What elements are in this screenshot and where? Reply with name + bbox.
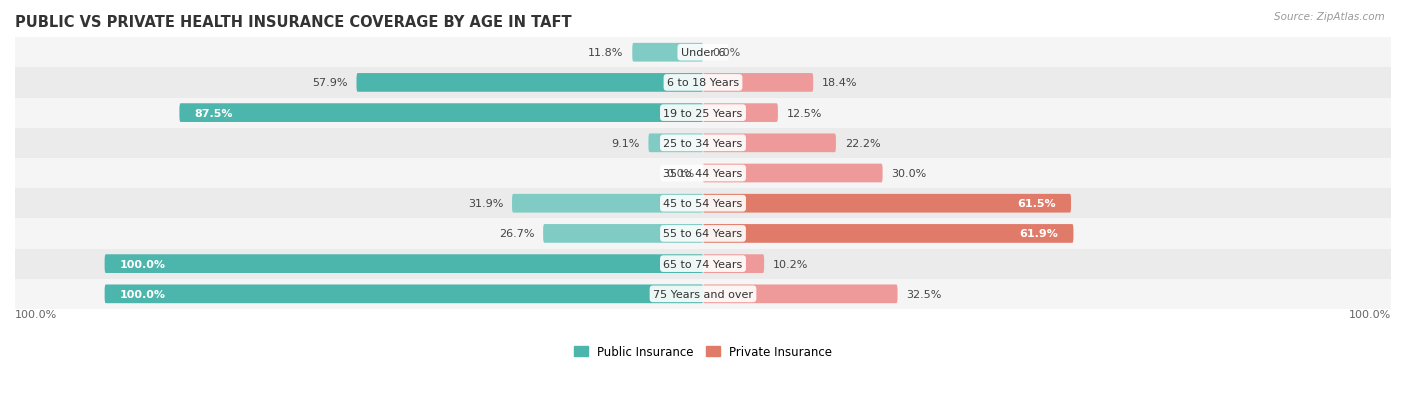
FancyBboxPatch shape xyxy=(512,195,703,213)
FancyBboxPatch shape xyxy=(15,68,1391,98)
Text: 10.2%: 10.2% xyxy=(773,259,808,269)
Text: 19 to 25 Years: 19 to 25 Years xyxy=(664,108,742,119)
Text: 35 to 44 Years: 35 to 44 Years xyxy=(664,169,742,178)
Text: 25 to 34 Years: 25 to 34 Years xyxy=(664,138,742,148)
Text: 0.0%: 0.0% xyxy=(711,48,740,58)
FancyBboxPatch shape xyxy=(15,189,1391,219)
FancyBboxPatch shape xyxy=(357,74,703,93)
Text: 100.0%: 100.0% xyxy=(15,309,58,319)
Text: 12.5%: 12.5% xyxy=(787,108,823,119)
FancyBboxPatch shape xyxy=(15,38,1391,68)
Text: 87.5%: 87.5% xyxy=(194,108,233,119)
Text: PUBLIC VS PRIVATE HEALTH INSURANCE COVERAGE BY AGE IN TAFT: PUBLIC VS PRIVATE HEALTH INSURANCE COVER… xyxy=(15,15,572,30)
FancyBboxPatch shape xyxy=(703,134,837,153)
Text: 30.0%: 30.0% xyxy=(891,169,927,178)
FancyBboxPatch shape xyxy=(703,255,763,273)
FancyBboxPatch shape xyxy=(15,159,1391,189)
Text: 65 to 74 Years: 65 to 74 Years xyxy=(664,259,742,269)
Text: 26.7%: 26.7% xyxy=(499,229,534,239)
Text: 22.2%: 22.2% xyxy=(845,138,880,148)
FancyBboxPatch shape xyxy=(104,255,703,273)
FancyBboxPatch shape xyxy=(648,134,703,153)
FancyBboxPatch shape xyxy=(703,164,883,183)
FancyBboxPatch shape xyxy=(15,219,1391,249)
Text: 61.5%: 61.5% xyxy=(1018,199,1056,209)
Text: 31.9%: 31.9% xyxy=(468,199,503,209)
FancyBboxPatch shape xyxy=(543,225,703,243)
FancyBboxPatch shape xyxy=(703,225,1073,243)
Text: 55 to 64 Years: 55 to 64 Years xyxy=(664,229,742,239)
Text: 100.0%: 100.0% xyxy=(1348,309,1391,319)
Text: 45 to 54 Years: 45 to 54 Years xyxy=(664,199,742,209)
FancyBboxPatch shape xyxy=(15,279,1391,309)
Text: 18.4%: 18.4% xyxy=(823,78,858,88)
FancyBboxPatch shape xyxy=(703,74,813,93)
Text: 32.5%: 32.5% xyxy=(907,289,942,299)
Text: 0.0%: 0.0% xyxy=(666,169,695,178)
FancyBboxPatch shape xyxy=(633,44,703,62)
Text: 11.8%: 11.8% xyxy=(588,48,623,58)
Text: 57.9%: 57.9% xyxy=(312,78,347,88)
Text: Source: ZipAtlas.com: Source: ZipAtlas.com xyxy=(1274,12,1385,22)
Text: 75 Years and over: 75 Years and over xyxy=(652,289,754,299)
Text: 6 to 18 Years: 6 to 18 Years xyxy=(666,78,740,88)
Legend: Public Insurance, Private Insurance: Public Insurance, Private Insurance xyxy=(569,341,837,363)
Text: 9.1%: 9.1% xyxy=(612,138,640,148)
FancyBboxPatch shape xyxy=(180,104,703,123)
FancyBboxPatch shape xyxy=(703,104,778,123)
FancyBboxPatch shape xyxy=(15,98,1391,128)
Text: 100.0%: 100.0% xyxy=(120,259,166,269)
FancyBboxPatch shape xyxy=(15,128,1391,159)
Text: Under 6: Under 6 xyxy=(681,48,725,58)
Text: 100.0%: 100.0% xyxy=(120,289,166,299)
FancyBboxPatch shape xyxy=(703,195,1071,213)
Text: 61.9%: 61.9% xyxy=(1019,229,1059,239)
FancyBboxPatch shape xyxy=(703,285,897,304)
FancyBboxPatch shape xyxy=(104,285,703,304)
FancyBboxPatch shape xyxy=(15,249,1391,279)
